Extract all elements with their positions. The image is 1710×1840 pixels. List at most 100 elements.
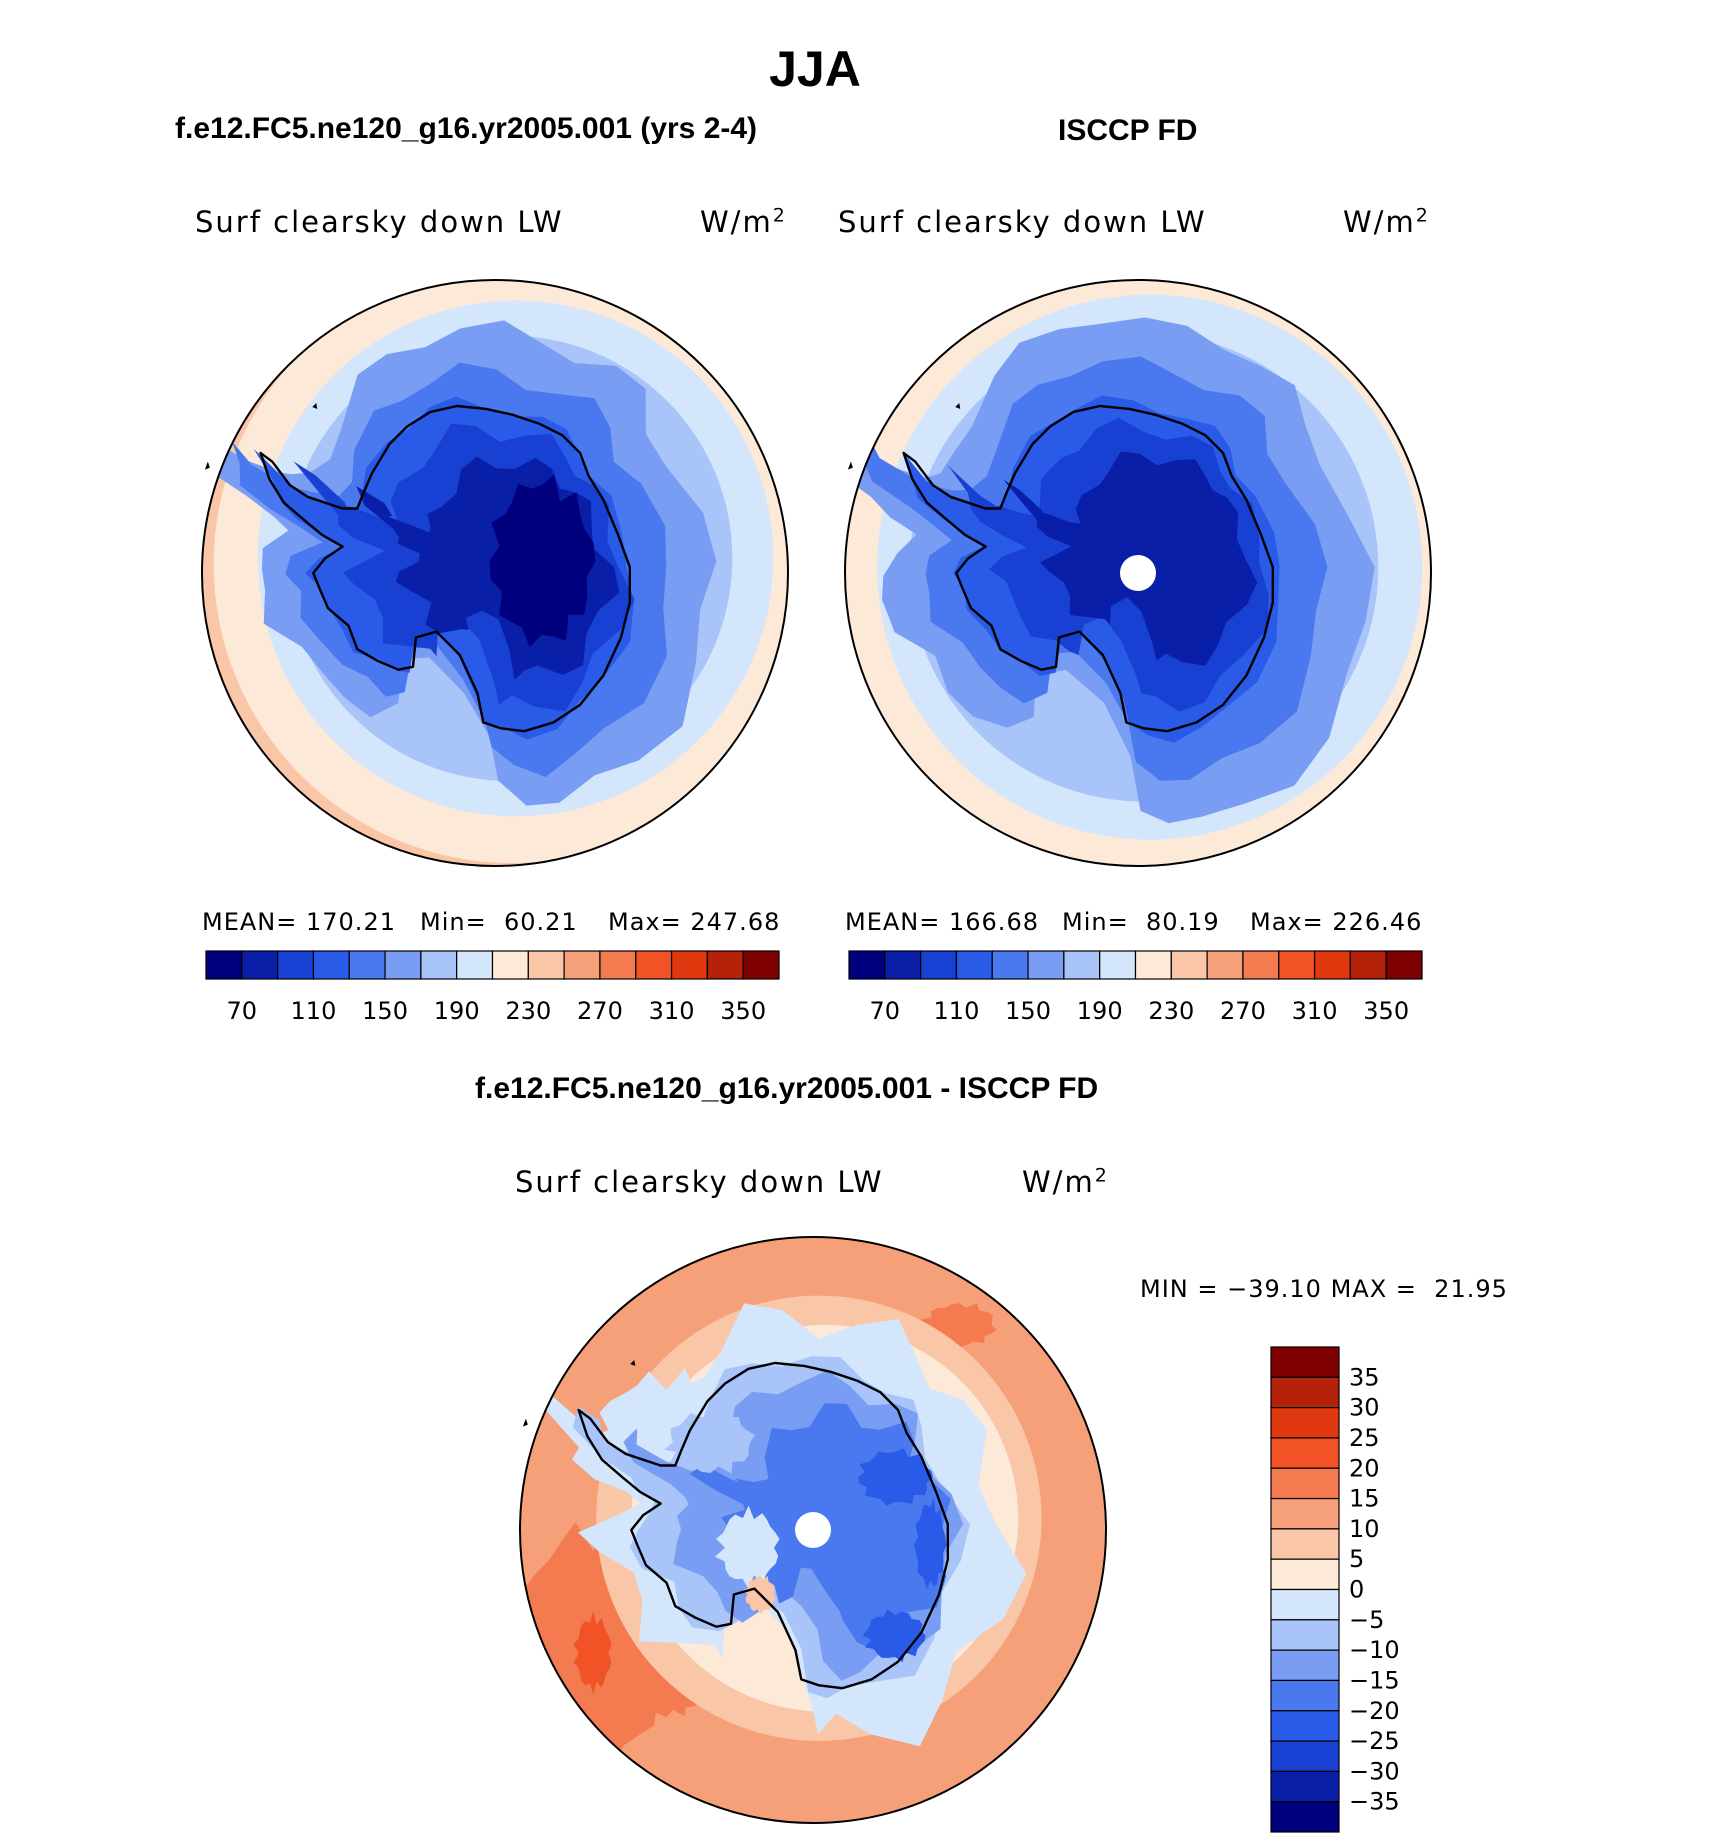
panel2-colorbar-box-5 bbox=[1027, 950, 1065, 980]
panel3-colorbar-tick-13: −30 bbox=[1349, 1757, 1400, 1785]
panel3-field-12 bbox=[858, 1448, 933, 1506]
panel3-colorbar-tick-11: −20 bbox=[1349, 1697, 1400, 1725]
panel3-colorbar-box-10 bbox=[1270, 1649, 1340, 1682]
panel2-title: ISCCP FD bbox=[1058, 114, 1198, 147]
panel3-colorbar-box-6 bbox=[1270, 1528, 1340, 1560]
panel3-colorbar-box-0 bbox=[1270, 1346, 1340, 1378]
panel1-colorbar-box-4 bbox=[348, 950, 386, 980]
panel3-colorbar-tick-1: 30 bbox=[1349, 1394, 1380, 1422]
panel1-colorbar-tick-1: 110 bbox=[291, 997, 337, 1025]
panel1-colorbar-tick-4: 230 bbox=[505, 997, 551, 1025]
panel2-colorbar-box-7 bbox=[1099, 950, 1137, 980]
panel3-colorbar-box-8 bbox=[1270, 1588, 1340, 1621]
panel1-min-stat: Min= 60.21 bbox=[420, 908, 578, 936]
panel1-colorbar-tick-6: 310 bbox=[649, 997, 695, 1025]
panel3-colorbar-tick-2: 25 bbox=[1349, 1424, 1380, 1452]
panel2-colorbar-tick-3: 190 bbox=[1077, 997, 1123, 1025]
panel2-mean-stat: MEAN= 166.68 bbox=[845, 908, 1039, 936]
panel2-colorbar-box-14 bbox=[1349, 950, 1387, 980]
panel2-colorbar-tick-4: 230 bbox=[1148, 997, 1194, 1025]
panel1-colorbar-box-14 bbox=[706, 950, 744, 980]
panel2-colorbar-box-4 bbox=[991, 950, 1029, 980]
panel2-colorbar-box-3 bbox=[955, 950, 993, 980]
panel1-map bbox=[201, 279, 789, 867]
panel3-field-14 bbox=[914, 1498, 947, 1590]
panel1-colorbar-box-5 bbox=[384, 950, 422, 980]
panel1-colorbar-box-0 bbox=[205, 950, 243, 980]
panel3-missing-hole bbox=[795, 1512, 831, 1548]
panel1-colorbar-tick-0: 70 bbox=[227, 997, 258, 1025]
panel2-colorbar-box-6 bbox=[1063, 950, 1101, 980]
panel3-island-1 bbox=[630, 1360, 636, 1367]
panel1-map-border bbox=[201, 279, 789, 867]
panel3-variable-label: Surf clearsky down LW bbox=[515, 1165, 884, 1199]
panel2-colorbar-box-0 bbox=[848, 950, 886, 980]
panel1-colorbar-box-13 bbox=[670, 950, 708, 980]
panel2-colorbar-box-8 bbox=[1134, 950, 1172, 980]
panel3-field-15 bbox=[664, 1409, 755, 1474]
panel1-colorbar-box-6 bbox=[420, 950, 458, 980]
panel3-map bbox=[519, 1236, 1107, 1824]
panel1-colorbar-box-9 bbox=[527, 950, 565, 980]
panel3-colorbar-box-3 bbox=[1270, 1437, 1340, 1469]
panel1-colorbar-tick-5: 270 bbox=[577, 997, 623, 1025]
panel3-units: W/m2 bbox=[1022, 1164, 1109, 1199]
panel1-colorbar-box-3 bbox=[312, 950, 350, 980]
panel1-colorbar-tick-2: 150 bbox=[362, 997, 408, 1025]
panel3-colorbar-tick-5: 10 bbox=[1349, 1515, 1380, 1543]
panel2-colorbar: 70 110 150 190 230 270 310 350 bbox=[848, 950, 1423, 1025]
panel1-variable-label: Surf clearsky down LW bbox=[195, 205, 564, 239]
panel3-map-border bbox=[519, 1236, 1107, 1824]
panel3-colorbar-box-4 bbox=[1270, 1467, 1340, 1500]
panel2-units: W/m2 bbox=[1343, 204, 1430, 239]
panel3-colorbar-box-11 bbox=[1270, 1679, 1340, 1712]
panel3-colorbar-box-13 bbox=[1270, 1740, 1340, 1772]
panel2-variable-label: Surf clearsky down LW bbox=[838, 205, 1207, 239]
panel1-colorbar-box-10 bbox=[563, 950, 601, 980]
panel3-colorbar-box-1 bbox=[1270, 1376, 1340, 1409]
panel1-coastline bbox=[259, 404, 631, 733]
panel3-colorbar-box-5 bbox=[1270, 1497, 1340, 1530]
panel3-colorbar-tick-14: −35 bbox=[1349, 1788, 1400, 1816]
panel2-colorbar-tick-0: 70 bbox=[870, 997, 901, 1025]
panel1-island-1 bbox=[312, 403, 318, 410]
panel3-colorbar-tick-9: −10 bbox=[1349, 1636, 1400, 1664]
panel2-colorbar-tick-1: 110 bbox=[934, 997, 980, 1025]
panel2-missing-hole bbox=[1120, 555, 1156, 591]
panel2-map bbox=[844, 279, 1432, 867]
panel1-island-2 bbox=[204, 461, 210, 470]
panel3-colorbar-tick-3: 20 bbox=[1349, 1454, 1380, 1482]
panel3-title: f.e12.FC5.ne120_g16.yr2005.001 - ISCCP F… bbox=[475, 1072, 1099, 1105]
panel2-min-stat: Min= 80.19 bbox=[1062, 908, 1220, 936]
panel2-coastline bbox=[902, 404, 1274, 733]
panel3-coastline bbox=[577, 1361, 949, 1690]
panel2-colorbar-box-11 bbox=[1242, 950, 1280, 980]
panel1-colorbar-box-12 bbox=[635, 950, 673, 980]
panel3-colorbar-tick-4: 15 bbox=[1349, 1485, 1380, 1513]
panel2-island-1 bbox=[955, 403, 961, 410]
panel3-colorbar-tick-0: 35 bbox=[1349, 1363, 1380, 1391]
panel2-colorbar-tick-7: 350 bbox=[1363, 997, 1409, 1025]
panel3-colorbar-box-14 bbox=[1270, 1770, 1340, 1803]
panel1-mean-stat: MEAN= 170.21 bbox=[202, 908, 396, 936]
main-title: JJA bbox=[769, 41, 861, 97]
panel3-colorbar-box-7 bbox=[1270, 1558, 1340, 1591]
panel2-colorbar-box-10 bbox=[1206, 950, 1244, 980]
panel1-field-9 bbox=[489, 474, 596, 648]
panel1-max-stat: Max= 247.68 bbox=[608, 908, 781, 936]
panel2-colorbar-box-9 bbox=[1170, 950, 1208, 980]
panel3-colorbar-tick-7: 0 bbox=[1349, 1576, 1364, 1604]
panel2-colorbar-tick-6: 310 bbox=[1292, 997, 1338, 1025]
panel2-colorbar-box-1 bbox=[884, 950, 922, 980]
panel1-colorbar-box-15 bbox=[742, 950, 780, 980]
panel1-title: f.e12.FC5.ne120_g16.yr2005.001 (yrs 2-4) bbox=[175, 112, 758, 145]
panel3-colorbar-tick-12: −25 bbox=[1349, 1727, 1400, 1755]
panel3-colorbar-box-12 bbox=[1270, 1710, 1340, 1742]
panel1-colorbar-tick-3: 190 bbox=[434, 997, 480, 1025]
panel2-colorbar-tick-5: 270 bbox=[1220, 997, 1266, 1025]
panel2-colorbar-tick-2: 150 bbox=[1005, 997, 1051, 1025]
panel3-colorbar-tick-10: −15 bbox=[1349, 1666, 1400, 1694]
panel3-colorbar-box-9 bbox=[1270, 1619, 1340, 1651]
